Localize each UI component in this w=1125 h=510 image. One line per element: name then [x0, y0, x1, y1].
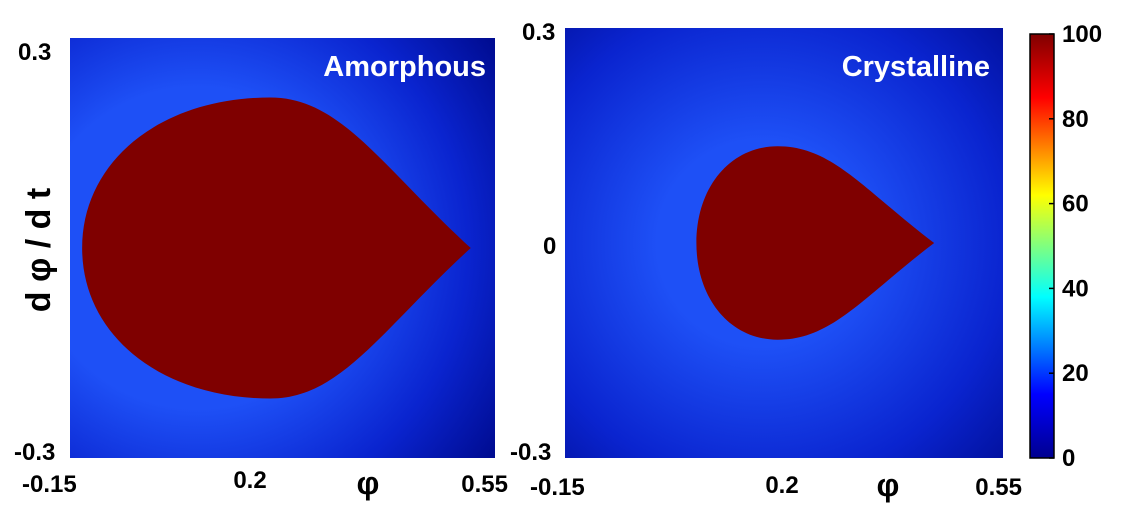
colorbar-tick-label: 80: [1062, 106, 1089, 133]
basin-region-crystalline: [696, 146, 935, 340]
x-tick-right-amorphous: 0.55: [461, 471, 508, 498]
x-axis-label-crystalline: φ: [877, 467, 900, 503]
x-tick-left-crystalline: -0.15: [530, 474, 585, 501]
y-tick-top-crystalline: 0.3: [522, 19, 555, 46]
panel-amorphous: Amorphous 0.3 -0.3 d φ / d t -0.15 0.2 φ…: [14, 38, 508, 501]
panel-crystalline: Crystalline 0.3 0 -0.3 -0.15 0.2 φ 0.55: [510, 19, 1022, 503]
x-tick-mid-crystalline: 0.2: [765, 472, 798, 499]
y-tick-bottom-amorphous: -0.3: [14, 439, 55, 466]
colorbar-tick-label: 40: [1062, 275, 1089, 302]
x-tick-left-amorphous: -0.15: [22, 471, 77, 498]
panel-title-amorphous: Amorphous: [323, 51, 486, 83]
colorbar: 100 80 60 40 20 0: [1029, 21, 1102, 472]
y-tick-top-amorphous: 0.3: [18, 39, 51, 66]
colorbar-tick-label: 0: [1062, 445, 1075, 472]
basin-region-amorphous: [82, 97, 471, 399]
y-tick-mid-crystalline: 0: [543, 233, 556, 260]
colorbar-gradient: [1029, 33, 1055, 459]
colorbar-tick-label: 60: [1062, 191, 1089, 218]
y-tick-bottom-crystalline: -0.3: [510, 439, 551, 466]
y-axis-label: d φ / d t: [20, 188, 58, 312]
colorbar-ticks: 100 80 60 40 20 0: [1049, 21, 1102, 472]
x-axis-label-amorphous: φ: [357, 465, 380, 501]
x-tick-mid-amorphous: 0.2: [233, 467, 266, 494]
panel-title-crystalline: Crystalline: [842, 51, 990, 83]
colorbar-tick-label: 100: [1062, 21, 1102, 48]
colorbar-tick-label: 20: [1062, 360, 1089, 387]
x-tick-right-crystalline: 0.55: [975, 474, 1022, 501]
